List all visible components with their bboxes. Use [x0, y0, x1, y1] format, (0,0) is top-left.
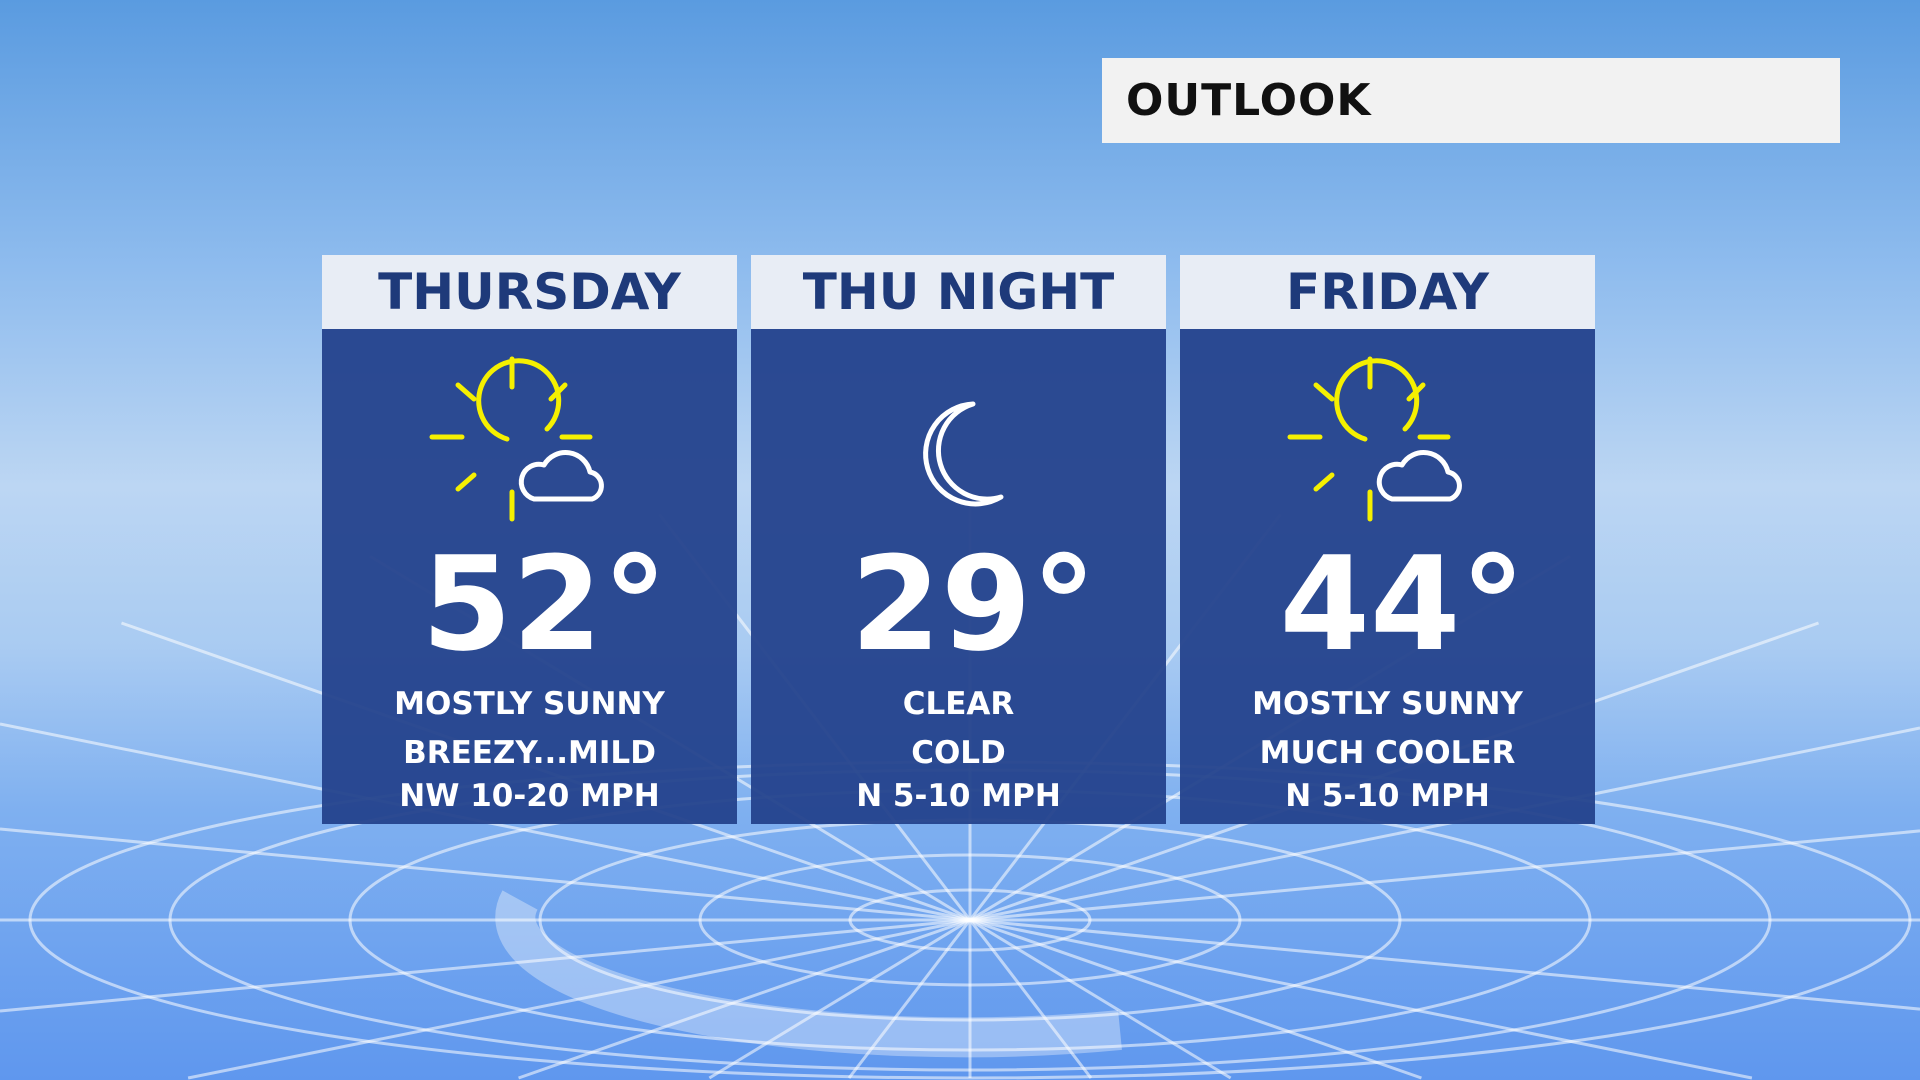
- detail: MUCH COOLER: [1259, 735, 1516, 771]
- moon-icon: [923, 401, 1004, 507]
- radar-spoke: [968, 919, 1093, 1079]
- radar-spoke: [0, 918, 971, 1013]
- radar-spoke: [969, 726, 1920, 922]
- day-label: THURSDAY: [378, 263, 681, 321]
- page-title: OUTLOOK: [1126, 75, 1372, 126]
- radar-spoke: [969, 918, 1232, 1080]
- forecast-panel-thu-night: THU NIGHT 29° CLEAR COLD N 5-10 MPH: [751, 255, 1166, 824]
- wind: N 5-10 MPH: [1285, 778, 1490, 814]
- condition: CLEAR: [902, 686, 1015, 722]
- temperature: 29°: [850, 528, 1097, 680]
- temperature: 52°: [421, 528, 668, 680]
- forecast-panel-friday: FRIDAY 44° MOSTLY SUNNY MUCH COOLER N 5-…: [1180, 255, 1595, 824]
- outlook-title-box: OUTLOOK: [1102, 58, 1840, 143]
- radar-spoke: [969, 918, 1920, 1011]
- condition: MOSTLY SUNNY: [1252, 686, 1523, 722]
- radar-spoke: [969, 918, 1422, 1080]
- detail: COLD: [911, 735, 1006, 771]
- wind: N 5-10 MPH: [856, 778, 1061, 814]
- radar-spoke: [0, 827, 971, 922]
- radar-spoke: [969, 918, 1753, 1080]
- day-label: THU NIGHT: [802, 263, 1115, 321]
- condition: MOSTLY SUNNY: [394, 686, 665, 722]
- radar-spoke: [187, 918, 971, 1080]
- forecast-panel-thursday: THURSDAY 52° MOSTLY SUNNY BREEZY...MILD …: [322, 255, 737, 824]
- radar-spoke: [847, 919, 972, 1079]
- wind: NW 10-20 MPH: [399, 778, 660, 814]
- radar-spoke: [518, 918, 971, 1080]
- radar-spoke: [969, 829, 1920, 922]
- partly-sunny-icon: [1280, 347, 1480, 527]
- detail: BREEZY...MILD: [403, 735, 656, 771]
- temperature: 44°: [1279, 528, 1526, 680]
- day-label: FRIDAY: [1286, 263, 1489, 321]
- radar-spoke: [708, 918, 971, 1080]
- partly-sunny-icon: [422, 347, 622, 527]
